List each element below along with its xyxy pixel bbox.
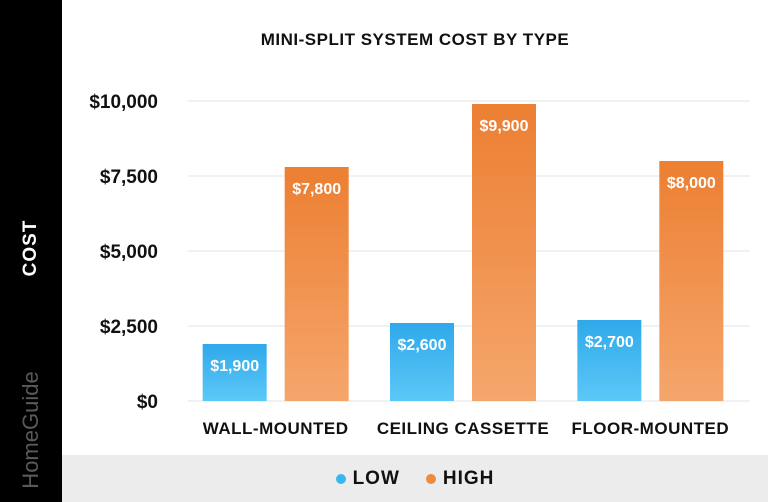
data-label: $7,800 xyxy=(292,181,341,198)
y-tick-label: $7,500 xyxy=(100,167,158,188)
data-label: $8,000 xyxy=(667,175,716,192)
bar-low xyxy=(202,344,267,401)
legend-band xyxy=(62,455,768,502)
bar-low xyxy=(577,320,642,401)
bars: $1,900 $7,800 $2,600 $9,900 $2,700 $8,000 xyxy=(202,104,724,401)
x-tick-label: FLOOR-MOUNTED xyxy=(572,419,730,438)
bar-chart: MINI-SPLIT SYSTEM COST BY TYPE $0$2,500$… xyxy=(89,30,750,438)
legend-label: LOW xyxy=(352,467,400,489)
bar-low xyxy=(390,323,454,401)
legend-swatch xyxy=(335,473,346,484)
bar-high xyxy=(659,161,724,401)
data-label: $1,900 xyxy=(210,358,259,375)
y-tick-label: $10,000 xyxy=(89,92,158,113)
bar-high xyxy=(472,104,536,401)
x-axis-ticks: WALL-MOUNTED CEILING CASSETTE FLOOR-MOUNTE… xyxy=(203,419,729,438)
legend: LOW HIGH xyxy=(62,455,768,502)
legend-swatch xyxy=(425,473,436,484)
data-label: $2,700 xyxy=(585,334,634,351)
legend-item-high: HIGH xyxy=(425,467,495,490)
legend-label: HIGH xyxy=(442,467,495,489)
y-axis-ticks: $0 $2,500 $5,000 $7,500 $10,000 xyxy=(89,92,158,413)
y-tick-label: $5,000 xyxy=(100,242,158,263)
gridlines xyxy=(188,100,750,402)
data-label: $2,600 xyxy=(398,337,447,354)
y-tick-label: $2,500 xyxy=(100,317,158,338)
x-tick-label: WALL-MOUNTED xyxy=(203,419,349,438)
left-band xyxy=(0,0,62,502)
x-tick-label: CEILING CASSETTE xyxy=(377,419,549,438)
chart-title: MINI-SPLIT SYSTEM COST BY TYPE xyxy=(261,30,569,49)
bar-high xyxy=(284,167,349,401)
data-label: $9,900 xyxy=(480,118,529,135)
y-tick-label: $0 xyxy=(137,392,158,413)
legend-item-low: LOW xyxy=(335,467,400,490)
